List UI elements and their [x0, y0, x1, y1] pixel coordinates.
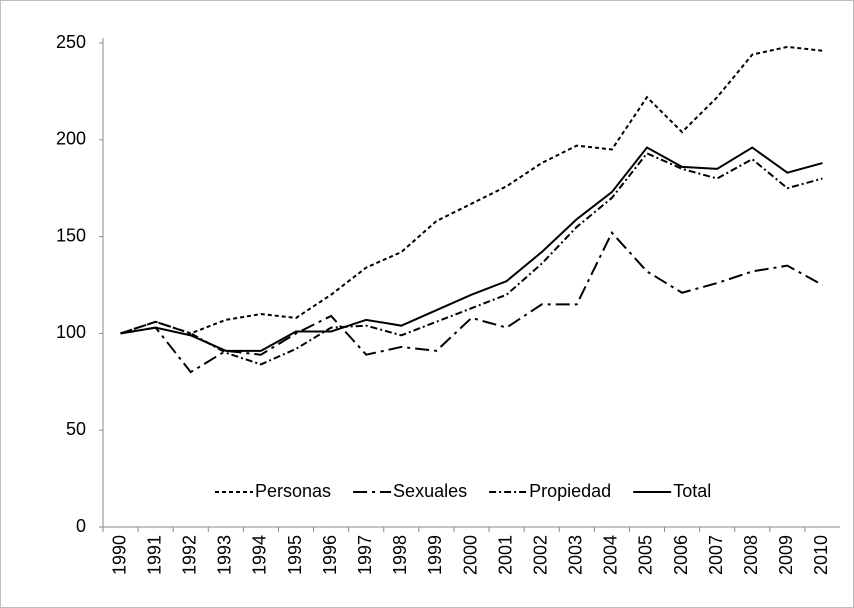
series-line [120, 146, 823, 352]
y-tick-label: 150 [56, 225, 86, 245]
x-tick-label: 2006 [671, 535, 691, 575]
x-tick-label: 2008 [741, 535, 761, 575]
y-tick-label: 250 [56, 32, 86, 52]
x-tick-label: 2010 [811, 535, 831, 575]
legend-label: Personas [255, 481, 331, 501]
x-tick-label: 2009 [776, 535, 796, 575]
x-tick-label: 1998 [390, 535, 410, 575]
x-tick-label: 1992 [179, 535, 199, 575]
x-tick-label: 2007 [706, 535, 726, 575]
x-tick-label: 1993 [215, 535, 235, 575]
x-tick-label: 2005 [636, 535, 656, 575]
legend-label: Sexuales [393, 481, 467, 501]
x-tick-label: 1997 [355, 535, 375, 575]
y-tick-label: 100 [56, 322, 86, 342]
y-tick-label: 200 [56, 129, 86, 149]
legend-label: Total [673, 481, 711, 501]
x-tick-label: 2002 [530, 535, 550, 575]
legend-label: Propiedad [529, 481, 611, 501]
x-tick-label: 2004 [601, 535, 621, 575]
x-tick-label: 2003 [566, 535, 586, 575]
x-tick-label: 2000 [460, 535, 480, 575]
y-tick-label: 50 [66, 419, 86, 439]
x-tick-label: 1990 [109, 535, 129, 575]
series-line [120, 152, 823, 366]
x-tick-label: 1991 [144, 535, 164, 575]
x-tick-label: 1994 [250, 535, 270, 575]
x-tick-label: 1996 [320, 535, 340, 575]
y-tick-label: 0 [76, 516, 86, 536]
series-line [120, 45, 823, 335]
x-tick-label: 2001 [495, 535, 515, 575]
series-line [120, 230, 823, 374]
x-tick-label: 1995 [285, 535, 305, 575]
x-tick-label: 1999 [425, 535, 445, 575]
